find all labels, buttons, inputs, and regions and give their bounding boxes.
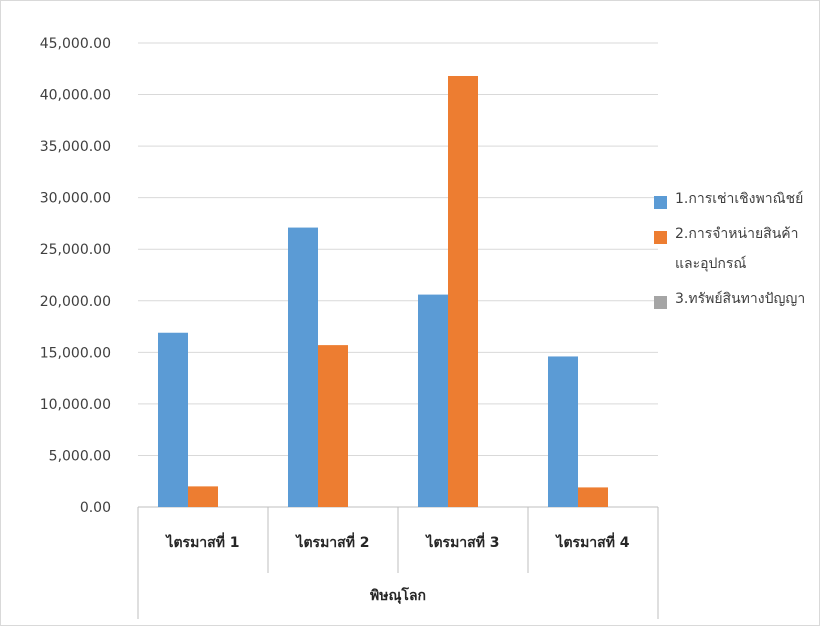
bar — [548, 356, 578, 507]
bar — [288, 227, 318, 507]
x-tick-label: ไตรมาสที่ 1 — [164, 532, 239, 551]
y-tick-label: 45,000.00 — [40, 36, 111, 52]
y-tick-label: 15,000.00 — [40, 345, 111, 361]
bar — [418, 294, 448, 507]
bar — [188, 486, 218, 507]
legend-swatch — [654, 231, 667, 244]
bar — [448, 75, 478, 508]
y-tick-label: 5,000.00 — [49, 448, 111, 464]
y-tick-label: 0.00 — [80, 500, 111, 516]
y-tick-label: 40,000.00 — [40, 88, 111, 104]
bar — [318, 345, 348, 507]
x-tick-label: ไตรมาสที่ 4 — [554, 532, 629, 551]
legend-item: 3.ทรัพย์สินทางปัญญา — [654, 291, 819, 314]
legend-label: 3.ทรัพย์สินทางปัญญา — [675, 291, 806, 307]
y-tick-label: 20,000.00 — [40, 294, 111, 310]
legend-item: 1.การเช่าเชิงพาณิชย์ — [654, 191, 819, 214]
y-tick-label: 25,000.00 — [40, 242, 111, 258]
x-tick-label: ไตรมาสที่ 3 — [424, 532, 499, 551]
y-tick-label: 35,000.00 — [40, 139, 111, 155]
legend-label: 2.การจำหน่ายสินค้าและอุปกรณ์ — [675, 226, 799, 272]
y-tick-label: 30,000.00 — [40, 191, 111, 207]
bar — [158, 332, 188, 507]
legend-label: 1.การเช่าเชิงพาณิชย์ — [675, 191, 804, 207]
y-tick-label: 10,000.00 — [40, 397, 111, 413]
legend-swatch — [654, 296, 667, 309]
x-group-label: พิษณุโลก — [370, 586, 426, 604]
legend: 1.การเช่าเชิงพาณิชย์ 2.การจำหน่ายสินค้าแล… — [654, 191, 819, 326]
legend-item: 2.การจำหน่ายสินค้าและอุปกรณ์ — [654, 226, 819, 279]
legend-swatch — [654, 196, 667, 209]
x-tick-label: ไตรมาสที่ 2 — [294, 532, 369, 551]
bar — [578, 487, 608, 507]
